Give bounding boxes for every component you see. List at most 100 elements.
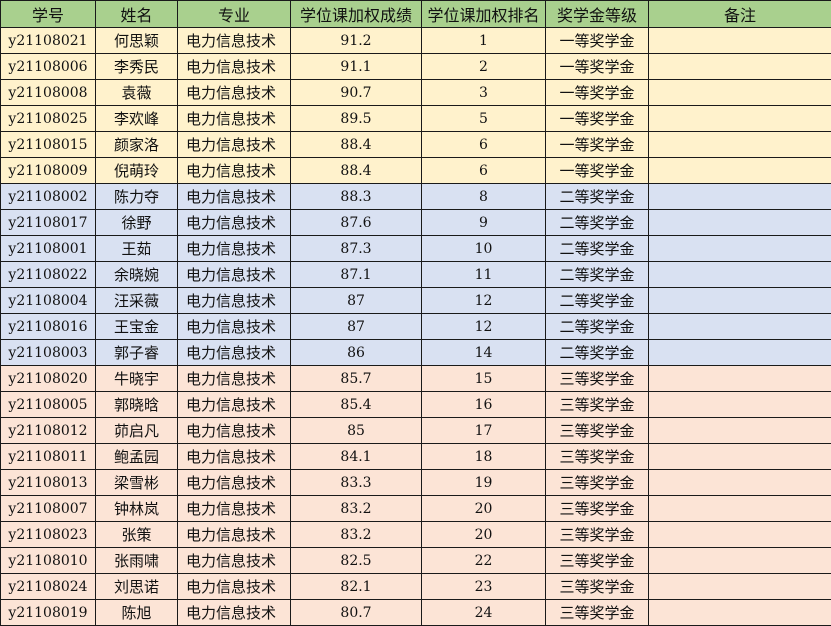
student-id-cell[interactable]: y21108005 xyxy=(1,392,96,418)
header-scholarship-level[interactable]: 奖学金等级 xyxy=(546,1,649,28)
note-cell[interactable] xyxy=(649,340,831,366)
score-cell[interactable]: 87 xyxy=(291,288,422,314)
name-cell[interactable]: 王宝金 xyxy=(96,314,178,340)
major-cell[interactable]: 电力信息技术 xyxy=(178,522,291,548)
level-cell[interactable]: 二等奖学金 xyxy=(546,236,649,262)
rank-cell[interactable]: 18 xyxy=(422,444,546,470)
name-cell[interactable]: 郭晓晗 xyxy=(96,392,178,418)
level-cell[interactable]: 三等奖学金 xyxy=(546,444,649,470)
level-cell[interactable]: 一等奖学金 xyxy=(546,158,649,184)
note-cell[interactable] xyxy=(649,522,831,548)
note-cell[interactable] xyxy=(649,210,831,236)
rank-cell[interactable]: 17 xyxy=(422,418,546,444)
major-cell[interactable]: 电力信息技术 xyxy=(178,262,291,288)
note-cell[interactable] xyxy=(649,184,831,210)
student-id-cell[interactable]: y21108006 xyxy=(1,54,96,80)
rank-cell[interactable]: 10 xyxy=(422,236,546,262)
score-cell[interactable]: 88.4 xyxy=(291,132,422,158)
level-cell[interactable]: 一等奖学金 xyxy=(546,106,649,132)
note-cell[interactable] xyxy=(649,262,831,288)
note-cell[interactable] xyxy=(649,132,831,158)
level-cell[interactable]: 三等奖学金 xyxy=(546,366,649,392)
name-cell[interactable]: 牛晓宇 xyxy=(96,366,178,392)
major-cell[interactable]: 电力信息技术 xyxy=(178,470,291,496)
score-cell[interactable]: 87.3 xyxy=(291,236,422,262)
major-cell[interactable]: 电力信息技术 xyxy=(178,496,291,522)
score-cell[interactable]: 88.4 xyxy=(291,158,422,184)
score-cell[interactable]: 82.1 xyxy=(291,574,422,600)
level-cell[interactable]: 一等奖学金 xyxy=(546,54,649,80)
level-cell[interactable]: 三等奖学金 xyxy=(546,574,649,600)
score-cell[interactable]: 87.6 xyxy=(291,210,422,236)
note-cell[interactable] xyxy=(649,236,831,262)
student-id-cell[interactable]: y21108008 xyxy=(1,80,96,106)
student-id-cell[interactable]: y21108011 xyxy=(1,444,96,470)
name-cell[interactable]: 茆启凡 xyxy=(96,418,178,444)
score-cell[interactable]: 82.5 xyxy=(291,548,422,574)
level-cell[interactable]: 一等奖学金 xyxy=(546,80,649,106)
rank-cell[interactable]: 2 xyxy=(422,54,546,80)
score-cell[interactable]: 84.1 xyxy=(291,444,422,470)
score-cell[interactable]: 91.1 xyxy=(291,54,422,80)
note-cell[interactable] xyxy=(649,496,831,522)
student-id-cell[interactable]: y21108017 xyxy=(1,210,96,236)
name-cell[interactable]: 汪采薇 xyxy=(96,288,178,314)
major-cell[interactable]: 电力信息技术 xyxy=(178,106,291,132)
level-cell[interactable]: 一等奖学金 xyxy=(546,132,649,158)
student-id-cell[interactable]: y21108019 xyxy=(1,600,96,626)
rank-cell[interactable]: 24 xyxy=(422,600,546,626)
note-cell[interactable] xyxy=(649,548,831,574)
major-cell[interactable]: 电力信息技术 xyxy=(178,392,291,418)
name-cell[interactable]: 袁薇 xyxy=(96,80,178,106)
major-cell[interactable]: 电力信息技术 xyxy=(178,28,291,54)
name-cell[interactable]: 鲍孟园 xyxy=(96,444,178,470)
note-cell[interactable] xyxy=(649,314,831,340)
score-cell[interactable]: 83.2 xyxy=(291,496,422,522)
rank-cell[interactable]: 5 xyxy=(422,106,546,132)
rank-cell[interactable]: 3 xyxy=(422,80,546,106)
level-cell[interactable]: 三等奖学金 xyxy=(546,600,649,626)
major-cell[interactable]: 电力信息技术 xyxy=(178,600,291,626)
name-cell[interactable]: 颜家洛 xyxy=(96,132,178,158)
student-id-cell[interactable]: y21108013 xyxy=(1,470,96,496)
score-cell[interactable]: 89.5 xyxy=(291,106,422,132)
rank-cell[interactable]: 8 xyxy=(422,184,546,210)
score-cell[interactable]: 85.7 xyxy=(291,366,422,392)
rank-cell[interactable]: 12 xyxy=(422,288,546,314)
student-id-cell[interactable]: y21108020 xyxy=(1,366,96,392)
student-id-cell[interactable]: y21108024 xyxy=(1,574,96,600)
score-cell[interactable]: 85 xyxy=(291,418,422,444)
student-id-cell[interactable]: y21108010 xyxy=(1,548,96,574)
major-cell[interactable]: 电力信息技术 xyxy=(178,236,291,262)
level-cell[interactable]: 三等奖学金 xyxy=(546,496,649,522)
level-cell[interactable]: 二等奖学金 xyxy=(546,184,649,210)
rank-cell[interactable]: 20 xyxy=(422,496,546,522)
student-id-cell[interactable]: y21108007 xyxy=(1,496,96,522)
name-cell[interactable]: 李欢峰 xyxy=(96,106,178,132)
major-cell[interactable]: 电力信息技术 xyxy=(178,574,291,600)
note-cell[interactable] xyxy=(649,366,831,392)
rank-cell[interactable]: 12 xyxy=(422,314,546,340)
header-weighted-rank[interactable]: 学位课加权排名 xyxy=(422,1,546,28)
level-cell[interactable]: 三等奖学金 xyxy=(546,470,649,496)
major-cell[interactable]: 电力信息技术 xyxy=(178,418,291,444)
score-cell[interactable]: 87 xyxy=(291,314,422,340)
rank-cell[interactable]: 15 xyxy=(422,366,546,392)
rank-cell[interactable]: 1 xyxy=(422,28,546,54)
name-cell[interactable]: 钟林岚 xyxy=(96,496,178,522)
major-cell[interactable]: 电力信息技术 xyxy=(178,444,291,470)
note-cell[interactable] xyxy=(649,444,831,470)
rank-cell[interactable]: 14 xyxy=(422,340,546,366)
rank-cell[interactable]: 6 xyxy=(422,158,546,184)
note-cell[interactable] xyxy=(649,418,831,444)
name-cell[interactable]: 王茹 xyxy=(96,236,178,262)
student-id-cell[interactable]: y21108009 xyxy=(1,158,96,184)
header-note[interactable]: 备注 xyxy=(649,1,831,28)
level-cell[interactable]: 二等奖学金 xyxy=(546,262,649,288)
name-cell[interactable]: 陈旭 xyxy=(96,600,178,626)
rank-cell[interactable]: 6 xyxy=(422,132,546,158)
name-cell[interactable]: 何思颖 xyxy=(96,28,178,54)
student-id-cell[interactable]: y21108001 xyxy=(1,236,96,262)
student-id-cell[interactable]: y21108025 xyxy=(1,106,96,132)
score-cell[interactable]: 91.2 xyxy=(291,28,422,54)
